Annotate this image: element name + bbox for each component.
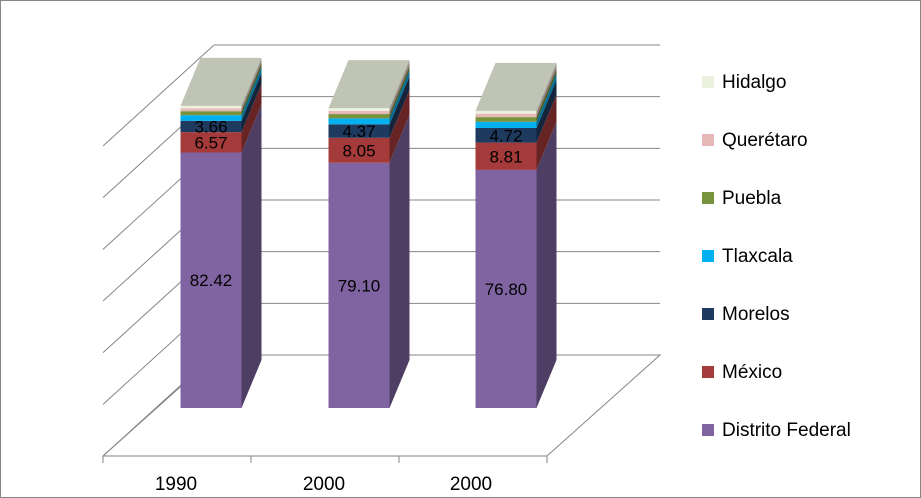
bar-segment bbox=[180, 120, 242, 133]
legend-label: Tlaxcala bbox=[722, 246, 793, 267]
bar-segment-side bbox=[241, 67, 262, 121]
bar-stack-0 bbox=[180, 57, 262, 409]
bar-segment bbox=[328, 118, 390, 125]
bar-segment-side bbox=[536, 73, 557, 128]
bar-segment-side bbox=[389, 62, 410, 115]
bar-top-face bbox=[475, 62, 557, 111]
bar-segment-side bbox=[389, 114, 410, 408]
bar-segment bbox=[475, 169, 537, 408]
legend-swatch bbox=[702, 424, 714, 436]
bar-segment-side bbox=[241, 63, 262, 116]
bar-segment-side bbox=[389, 76, 410, 138]
legend-item: Tlaxcala bbox=[702, 246, 793, 267]
legend-swatch bbox=[702, 76, 714, 88]
bar-segment-side bbox=[241, 72, 262, 133]
bar-segment bbox=[180, 105, 242, 109]
bar-segment-side bbox=[241, 57, 262, 109]
legend: Hidalgo Querétaro Puebla Tlaxcala Morelos Méx… bbox=[702, 72, 851, 441]
bar-segment bbox=[180, 111, 242, 116]
legend-label: México bbox=[722, 362, 782, 383]
bar-segment-side bbox=[536, 62, 557, 114]
bar-segment-side bbox=[389, 89, 410, 163]
legend-label: Querétaro bbox=[722, 130, 808, 151]
bar-segment-side bbox=[389, 66, 410, 119]
bar-top-face bbox=[180, 57, 262, 106]
bar-segment bbox=[180, 108, 242, 112]
data-label: 3.66 bbox=[194, 117, 227, 136]
legend-swatch bbox=[702, 366, 714, 378]
bar-segment bbox=[328, 114, 390, 119]
bar-segment-side bbox=[389, 70, 410, 125]
bar-segment-side bbox=[241, 60, 262, 112]
bar-segment-side bbox=[536, 69, 557, 122]
legend-item: Querétaro bbox=[702, 130, 808, 151]
legend-swatch bbox=[702, 192, 714, 204]
data-label: 6.57 bbox=[194, 133, 227, 152]
legend-item: México bbox=[702, 362, 782, 383]
bar-segment bbox=[328, 108, 390, 111]
data-label: 8.81 bbox=[489, 147, 522, 166]
bar-segment-side bbox=[241, 104, 262, 409]
bar-segment bbox=[180, 132, 242, 153]
legend-swatch bbox=[702, 134, 714, 146]
data-labels: 82.42 6.573.66 79.10 8.054.37 76.80 8.81 4.72 bbox=[190, 117, 528, 299]
bar-segment-side bbox=[241, 84, 262, 153]
legend-label: Puebla bbox=[722, 188, 782, 209]
legend-item: Puebla bbox=[702, 188, 782, 209]
data-label: 4.72 bbox=[489, 126, 522, 145]
x-tick-label: 2000 bbox=[303, 474, 345, 495]
gridline-side bbox=[102, 44, 215, 147]
bar-segment bbox=[475, 117, 537, 122]
legend-item: Hidalgo bbox=[702, 72, 786, 93]
bar-segment bbox=[328, 162, 390, 408]
bar-segment-side bbox=[389, 60, 410, 111]
bar-segment bbox=[475, 142, 537, 170]
bar-segment-side bbox=[536, 94, 557, 170]
bar-top-face bbox=[328, 60, 410, 109]
bar-segment bbox=[328, 124, 390, 138]
bar-stack-1 bbox=[328, 60, 410, 408]
bar-segment bbox=[180, 115, 242, 121]
data-label: 4.37 bbox=[342, 122, 375, 141]
bar-segment bbox=[475, 113, 537, 118]
data-label: 8.05 bbox=[342, 141, 375, 160]
bar-stack-2 bbox=[475, 62, 557, 409]
bar-segment-side bbox=[536, 65, 557, 118]
bar-segment bbox=[328, 110, 390, 115]
bar-segment bbox=[475, 110, 537, 114]
bar-segment bbox=[180, 152, 242, 408]
bar-segment bbox=[475, 121, 537, 128]
x-axis: 1990 2000 2000 bbox=[102, 455, 548, 495]
bar-segment-side bbox=[536, 79, 557, 143]
data-label: 82.42 bbox=[190, 271, 233, 290]
bar-segment bbox=[328, 137, 390, 163]
x-tick-label: 2000 bbox=[450, 474, 492, 495]
legend-label: Distrito Federal bbox=[722, 420, 851, 441]
data-label: 79.10 bbox=[338, 276, 381, 295]
legend-swatch bbox=[702, 308, 714, 320]
legend-swatch bbox=[702, 250, 714, 262]
bar-stacks bbox=[180, 57, 557, 409]
x-tick-label: 1990 bbox=[155, 474, 197, 495]
legend-item: Morelos bbox=[702, 304, 790, 325]
data-label: 76.80 bbox=[485, 280, 528, 299]
legend-label: Morelos bbox=[722, 304, 790, 325]
bar-segment bbox=[475, 127, 537, 143]
legend-label: Hidalgo bbox=[722, 72, 786, 93]
bar-segment-side bbox=[536, 121, 557, 409]
legend-item: Distrito Federal bbox=[702, 420, 851, 441]
